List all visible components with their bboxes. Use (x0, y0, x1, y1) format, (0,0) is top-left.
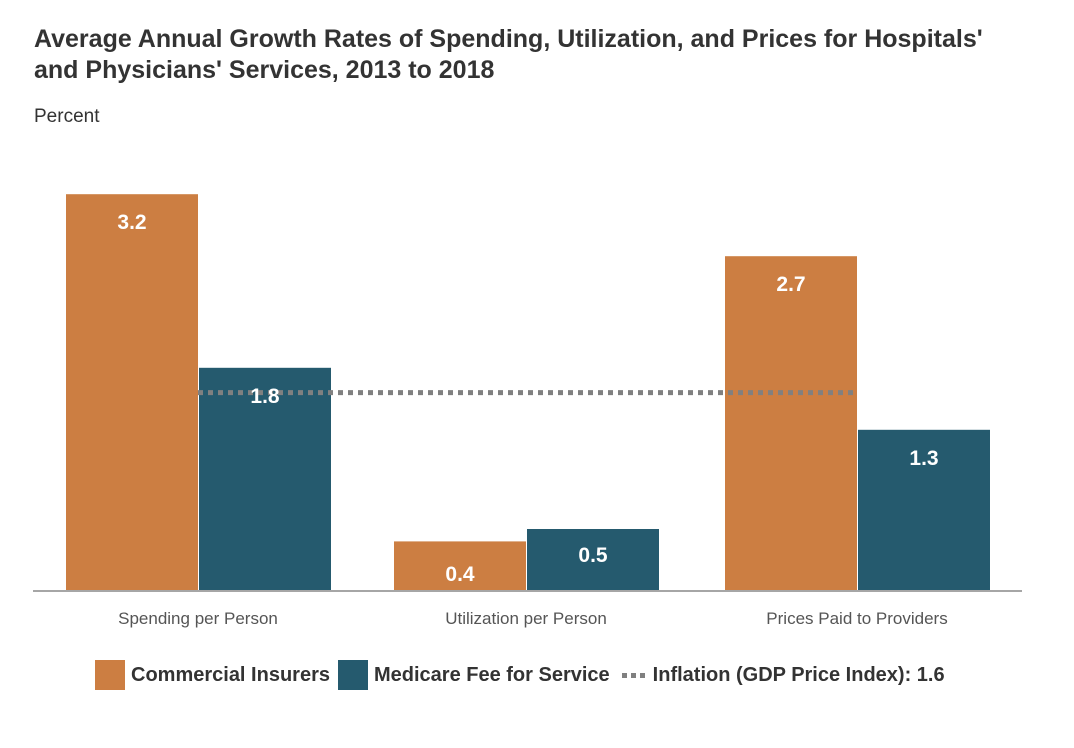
bar-commercial-insurers-prices-paid-to-providers (725, 256, 857, 591)
legend-label-inflation: Inflation (GDP Price Index): 1.6 (652, 663, 945, 686)
bar-commercial-insurers-spending-per-person (66, 194, 198, 591)
legend-swatch-medicare (337, 660, 368, 690)
y-axis-unit-label: Percent (34, 106, 100, 127)
bar-medicare-fee-for-service-prices-paid-to-providers (858, 429, 990, 591)
bar-commercial-insurers-utilization-per-person (394, 541, 526, 591)
data-label-medicare-fee-for-service-spending-per-person: 1.8 (250, 385, 280, 408)
data-label-medicare-fee-for-service-prices-paid-to-providers: 1.3 (909, 447, 938, 470)
legend-item-medicare: Medicare Fee for Service (337, 660, 610, 690)
legend-label-medicare: Medicare Fee for Service (373, 663, 610, 686)
data-label-commercial-insurers-prices-paid-to-providers: 2.7 (776, 273, 805, 296)
category-label-prices-paid-to-providers: Prices Paid to Providers (766, 609, 947, 628)
legend-item-commercial-insurers: Commercial Insurers (95, 660, 330, 690)
category-label-utilization-per-person: Utilization per Person (445, 609, 607, 628)
legend: Commercial Insurers Medicare Fee for Ser… (95, 660, 953, 690)
bars-layer (66, 194, 990, 591)
data-label-medicare-fee-for-service-utilization-per-person: 0.5 (578, 544, 608, 567)
legend-item-inflation: Inflation (GDP Price Index): 1.6 (618, 664, 945, 687)
category-labels-layer: Spending per Person Utilization per Perso… (118, 609, 948, 628)
bar-medicare-fee-for-service-spending-per-person (199, 367, 331, 591)
chart-title: Average Annual Growth Rates of Spending,… (34, 25, 983, 84)
legend-swatch-commercial (95, 660, 125, 690)
legend-dotted-line-icon (621, 672, 645, 678)
bar-labels-layer: 3.2 1.8 0.4 0.5 2.7 1.3 (117, 211, 938, 586)
bar-medicare-fee-for-service-utilization-per-person (527, 529, 659, 591)
data-label-commercial-insurers-spending-per-person: 3.2 (117, 211, 146, 234)
data-label-commercial-insurers-utilization-per-person: 0.4 (445, 563, 475, 586)
legend-label-commercial: Commercial Insurers (131, 663, 330, 686)
category-label-spending-per-person: Spending per Person (118, 609, 278, 628)
